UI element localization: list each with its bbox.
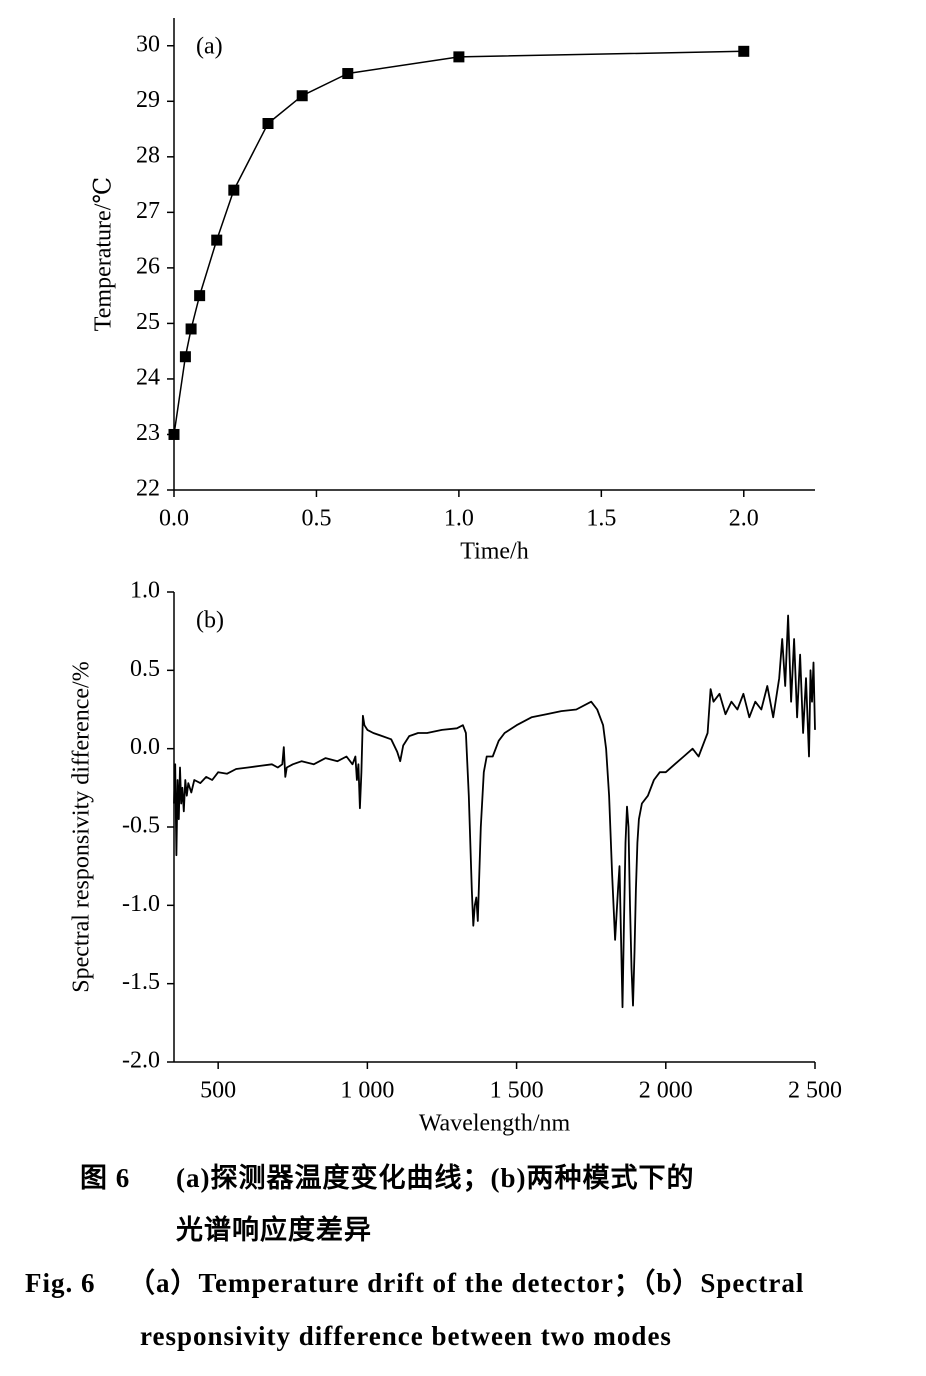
y-tick-label: 1.0	[130, 578, 160, 604]
data-point	[179, 351, 191, 363]
y-tick-label: 29	[136, 87, 160, 113]
y-tick-label: -0.5	[122, 813, 160, 839]
x-axis-label: Wavelength/nm	[419, 1111, 571, 1137]
panel-label: (a)	[196, 34, 223, 60]
data-point	[185, 323, 197, 335]
y-tick-label: 26	[136, 253, 160, 279]
data-line	[173, 50, 744, 435]
y-tick-label: 0.5	[130, 656, 160, 682]
x-tick-label: 2.0	[729, 506, 759, 532]
y-axis-label: Spectral responsivity difference/%	[69, 661, 95, 992]
y-tick-label: -2.0	[122, 1048, 160, 1074]
x-tick-label: 1.5	[586, 506, 616, 532]
x-tick-label: 2 000	[639, 1078, 693, 1104]
caption-en-line: （a）Temperature drift of the detector；（b）…	[128, 1268, 804, 1298]
x-tick-label: 500	[200, 1078, 236, 1104]
y-tick-label: 27	[136, 198, 160, 224]
x-tick-label: 1 000	[340, 1078, 394, 1104]
x-tick-label: 1.0	[444, 506, 474, 532]
y-axis-label: Temperature/℃	[91, 177, 117, 331]
caption-cn-label: 图 6	[80, 1163, 130, 1193]
data-point	[296, 90, 308, 102]
panel-label: (b)	[196, 608, 224, 634]
data-point	[262, 118, 274, 130]
data-point	[228, 184, 240, 196]
data-point	[738, 45, 750, 57]
y-tick-label: 25	[136, 309, 160, 335]
y-tick-label: 28	[136, 142, 160, 168]
data-point	[453, 51, 465, 63]
x-tick-label: 1 500	[490, 1078, 544, 1104]
y-tick-label: -1.0	[122, 891, 160, 917]
y-tick-label: 30	[136, 31, 160, 57]
x-axis-label: Time/h	[460, 539, 528, 565]
y-tick-label: 23	[136, 420, 160, 446]
caption-en-line: responsivity difference between two mode…	[140, 1321, 672, 1351]
y-tick-label: 0.0	[130, 734, 160, 760]
caption-cn-line: 光谱响应度差异	[175, 1214, 372, 1245]
x-tick-label: 2 500	[788, 1078, 842, 1104]
caption-cn-line: (a)探测器温度变化曲线；(b)两种模式下的	[176, 1162, 694, 1193]
x-tick-label: 0.5	[301, 506, 331, 532]
data-line	[173, 614, 816, 1009]
caption-en-label: Fig. 6	[25, 1268, 96, 1298]
y-tick-label: 22	[136, 476, 160, 502]
data-point	[168, 428, 180, 440]
y-tick-label: 24	[136, 364, 160, 390]
y-tick-label: -1.5	[122, 969, 160, 995]
data-point	[342, 68, 354, 80]
data-point	[211, 234, 223, 246]
x-tick-label: 0.0	[159, 506, 189, 532]
data-point	[194, 290, 206, 302]
